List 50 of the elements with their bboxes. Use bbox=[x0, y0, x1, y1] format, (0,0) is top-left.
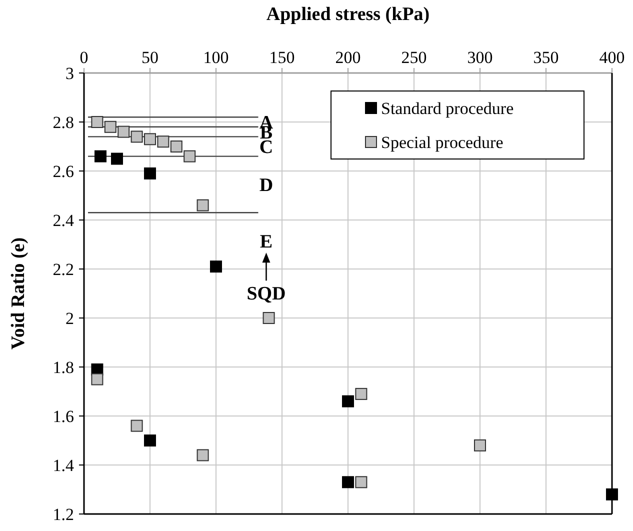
y-tick-label: 2.4 bbox=[52, 210, 74, 230]
point bbox=[342, 395, 354, 408]
point bbox=[157, 136, 170, 148]
y-axis-title: Void Ratio (e) bbox=[8, 237, 29, 350]
x-tick-label: 0 bbox=[80, 48, 88, 67]
point bbox=[130, 420, 143, 432]
x-tick-label: 300 bbox=[467, 48, 493, 67]
point bbox=[170, 140, 182, 152]
point bbox=[474, 439, 486, 452]
y-tick-label: 2.6 bbox=[52, 162, 74, 181]
x-tick-label: 200 bbox=[335, 48, 361, 67]
y-tick-label: 1.2 bbox=[52, 504, 74, 524]
point bbox=[144, 167, 156, 180]
point bbox=[196, 199, 209, 212]
point bbox=[144, 434, 156, 446]
point bbox=[104, 120, 116, 133]
point bbox=[355, 388, 368, 400]
legend-label: Special procedure bbox=[381, 132, 504, 152]
y-tick-label: 1.4 bbox=[52, 456, 74, 475]
point bbox=[118, 126, 130, 138]
x-axis-title: Applied stress (kPa) bbox=[266, 4, 430, 25]
x-tick-label: 150 bbox=[269, 48, 295, 67]
y-tick-label: 2 bbox=[66, 308, 74, 328]
annotation: D bbox=[259, 175, 274, 196]
x-tick-label: 100 bbox=[203, 48, 229, 67]
point bbox=[210, 260, 222, 273]
point bbox=[262, 312, 275, 324]
annotation: E bbox=[260, 231, 273, 252]
point bbox=[196, 449, 209, 462]
y-tick-label: 2.2 bbox=[52, 260, 74, 279]
legend-label: Standard procedure bbox=[381, 98, 514, 118]
x-tick-label: 400 bbox=[599, 48, 625, 67]
point bbox=[91, 373, 104, 386]
point bbox=[91, 116, 104, 128]
point bbox=[130, 130, 143, 143]
point bbox=[94, 150, 106, 162]
point bbox=[355, 476, 368, 488]
y-tick-label: 1.6 bbox=[52, 406, 74, 426]
annotation: SQD bbox=[246, 283, 286, 304]
x-tick-label: 250 bbox=[401, 48, 427, 67]
x-tick-label: 50 bbox=[142, 48, 158, 67]
point bbox=[606, 488, 618, 500]
point bbox=[184, 150, 196, 162]
point bbox=[342, 476, 354, 488]
y-tick-label: 2.8 bbox=[52, 112, 74, 132]
y-tick-label: 1.8 bbox=[52, 358, 74, 377]
y-tick-label: 3 bbox=[66, 64, 74, 83]
point bbox=[111, 152, 123, 165]
x-tick-label: 350 bbox=[533, 48, 559, 67]
point bbox=[144, 133, 156, 146]
